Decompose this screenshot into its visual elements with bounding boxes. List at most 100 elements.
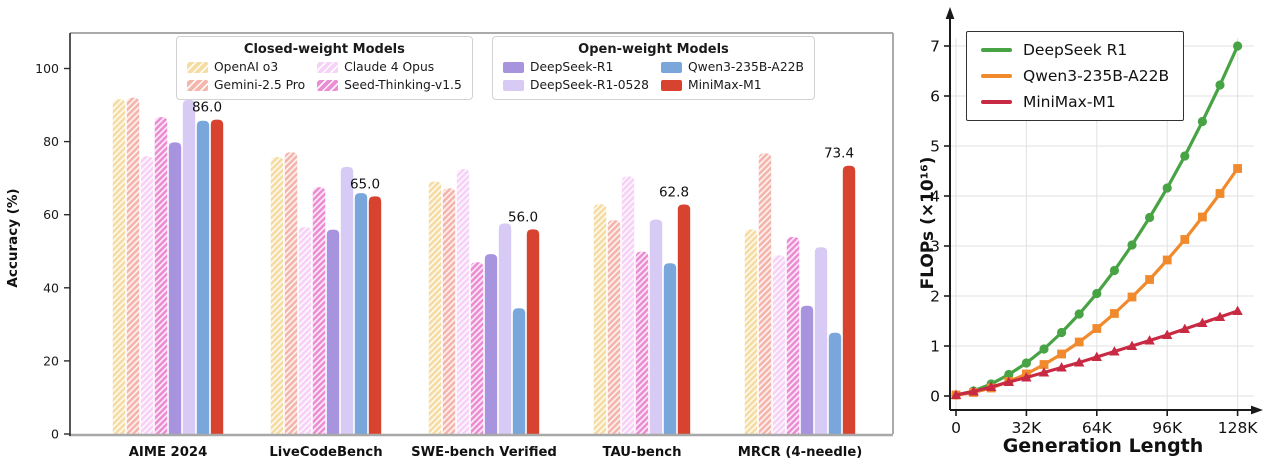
marker-MiniMax-M1-64K <box>1091 351 1102 361</box>
legend-closed-weight: Closed-weight Models OpenAI o3 Gemini-2.5… <box>176 36 473 100</box>
legend-open-weight: Open-weight Models DeepSeek-R1 DeepSeek-R… <box>492 36 815 100</box>
legend-item-DeepSeek-R1-0528: DeepSeek-R1-0528 <box>503 78 649 92</box>
bar-DeepSeek-R1-0528-SWE-bench Verified <box>498 223 512 434</box>
bar-hatch-Claude 4 Opus-MRCR (4-needle) <box>772 255 786 434</box>
legend-line-swatch-DeepSeek R1 <box>981 48 1012 52</box>
bar-Qwen3-235B-A22B-LiveCodeBench <box>354 193 368 434</box>
value-label-LiveCodeBench: 65.0 <box>350 176 380 192</box>
marker-Qwen3-235B-A22B-48K <box>1057 349 1066 359</box>
category-label-AIME 2024: AIME 2024 <box>129 445 208 460</box>
marker-DeepSeek R1-24K <box>1004 369 1014 380</box>
bar-hatch-Seed-Thinking-v1.5-MRCR (4-needle) <box>786 236 800 434</box>
legend-label-DeepSeek-R1: DeepSeek-R1 <box>530 60 614 74</box>
line-ytick-label-0: 0 <box>930 388 940 406</box>
marker-Qwen3-235B-A22B-40K <box>1039 360 1049 369</box>
legend-item-Qwen3-235B-A22B: Qwen3-235B-A22B <box>661 60 804 74</box>
legend-line-swatch-MiniMax-M1 <box>981 100 1012 104</box>
marker-Qwen3-235B-A22B-80K <box>1127 292 1137 302</box>
marker-DeepSeek R1-128K <box>1233 41 1243 51</box>
marker-DeepSeek R1-104K <box>1180 151 1190 161</box>
bar-hatch-Seed-Thinking-v1.5-TAU-bench <box>635 251 649 434</box>
legend-swatch-Qwen3-235B-A22B <box>661 61 682 73</box>
legend-swatch-Claude 4 Opus <box>317 61 339 73</box>
marker-MiniMax-M1-24K <box>1003 376 1014 386</box>
line-ytick-label-5: 5 <box>930 138 940 156</box>
marker-MiniMax-M1-120K <box>1214 311 1226 321</box>
legend-swatch-MiniMax-M1 <box>661 79 682 91</box>
marker-MiniMax-M1-8K <box>968 386 979 396</box>
bar-hatch-Seed-Thinking-v1.5-AIME 2024 <box>154 117 168 434</box>
legend-label-Claude 4 Opus: Claude 4 Opus <box>344 60 435 74</box>
marker-DeepSeek R1-64K <box>1092 288 1102 299</box>
bar-hatch-Gemini-2.5 Pro-AIME 2024 <box>126 97 140 435</box>
legend-label-DeepSeek-R1-0528: DeepSeek-R1-0528 <box>530 78 649 92</box>
bar-ytick-label-20: 20 <box>43 353 59 368</box>
bar-DeepSeek-R1-0528-LiveCodeBench <box>340 166 354 434</box>
bar-hatch-OpenAI o3-SWE-bench Verified <box>428 181 442 434</box>
bar-ytick-label-0: 0 <box>51 427 59 442</box>
legend-swatch-Gemini-2.5 Pro <box>187 79 208 91</box>
value-label-MRCR (4-needle): 73.4 <box>824 146 854 162</box>
bar-Qwen3-235B-A22B-AIME 2024 <box>196 120 210 434</box>
bar-MiniMax-M1-TAU-bench <box>677 204 691 434</box>
bar-hatch-OpenAI o3-MRCR (4-needle) <box>744 229 758 434</box>
bar-hatch-Gemini-2.5 Pro-SWE-bench Verified <box>442 188 456 434</box>
marker-DeepSeek R1-40K <box>1039 344 1049 354</box>
marker-MiniMax-M1-40K <box>1038 367 1050 377</box>
marker-DeepSeek R1-96K <box>1162 183 1172 193</box>
legend-item-DeepSeek R1: DeepSeek R1 <box>981 41 1169 59</box>
line-ylabel: FLOPs (×10¹⁶) <box>920 157 938 290</box>
value-label-SWE-bench Verified: 56.0 <box>508 209 538 225</box>
legend-swatch-DeepSeek-R1-0528 <box>503 79 524 91</box>
value-label-AIME 2024: 86.0 <box>192 100 222 116</box>
legend-label-MiniMax-M1: MiniMax-M1 <box>1023 93 1116 111</box>
series-MiniMax-M1 <box>950 305 1243 399</box>
marker-MiniMax-M1-16K <box>986 381 997 391</box>
bar-hatch-Claude 4 Opus-LiveCodeBench <box>298 227 312 434</box>
bar-DeepSeek-R1-0528-MRCR (4-needle) <box>814 247 828 434</box>
accuracy-bar-chart: 86.0 65.0 56.0 62.8 73.4 AIME 2024 LiveCodeBen… <box>5 32 894 460</box>
bar-ytick-label-100: 100 <box>35 61 59 76</box>
x-axis-arrow <box>1251 405 1263 415</box>
legend-swatch-Seed-Thinking-v1.5 <box>317 79 339 91</box>
marker-MiniMax-M1-128K <box>1232 305 1243 315</box>
line-xtick-label-0: 0 <box>951 419 961 437</box>
bar-DeepSeek-R1-0528-AIME 2024 <box>182 99 196 435</box>
legend-item-Seed-Thinking-v1.5: Seed-Thinking-v1.5 <box>317 78 462 92</box>
legend-swatch-DeepSeek-R1 <box>503 61 524 73</box>
line-ytick-label-4: 4 <box>930 188 940 206</box>
bar-MiniMax-M1-SWE-bench Verified <box>526 229 540 434</box>
line-xtick-label-128K: 128K <box>1218 419 1259 437</box>
legend-item-MiniMax-M1: MiniMax-M1 <box>661 78 804 92</box>
line-xlabel: Generation Length <box>1003 435 1204 457</box>
legend-label-DeepSeek R1: DeepSeek R1 <box>1023 41 1128 59</box>
bar-DeepSeek-R1-0528-TAU-bench <box>649 219 663 434</box>
marker-MiniMax-M1-0K <box>950 389 962 399</box>
marker-Qwen3-235B-A22B-96K <box>1162 255 1172 265</box>
legend-swatch-OpenAI o3 <box>187 61 208 73</box>
flops-line-chart: 0 1 2 3 4 5 6 7 0 32K 64K 96K 128K FLOPs (×10¹⁶) Gen… <box>920 7 1263 457</box>
bar-Qwen3-235B-A22B-TAU-bench <box>663 263 677 434</box>
legend-item-OpenAI o3: OpenAI o3 <box>187 60 305 74</box>
bar-Qwen3-235B-A22B-MRCR (4-needle) <box>828 332 842 434</box>
bar-hatch-Seed-Thinking-v1.5-SWE-bench Verified <box>470 262 484 434</box>
legend-label-OpenAI o3: OpenAI o3 <box>214 60 279 74</box>
bar-hatch-Gemini-2.5 Pro-MRCR (4-needle) <box>758 153 772 434</box>
marker-MiniMax-M1-96K <box>1162 329 1173 339</box>
legend-line-swatch-Qwen3-235B-A22B <box>981 74 1012 78</box>
marker-DeepSeek R1-72K <box>1109 265 1119 276</box>
marker-DeepSeek R1-120K <box>1215 80 1225 90</box>
bar-MiniMax-M1-AIME 2024 <box>210 119 224 435</box>
bar-DeepSeek-R1-AIME 2024 <box>168 142 182 434</box>
legend-item-Gemini-2.5 Pro: Gemini-2.5 Pro <box>187 78 305 92</box>
bar-hatch-OpenAI o3-AIME 2024 <box>112 99 126 435</box>
bar-MiniMax-M1-MRCR (4-needle) <box>842 165 856 434</box>
marker-MiniMax-M1-112K <box>1197 317 1208 327</box>
bar-ytick-label-80: 80 <box>43 134 59 149</box>
marker-DeepSeek R1-48K <box>1057 327 1067 338</box>
legend-item-Claude 4 Opus: Claude 4 Opus <box>317 60 462 74</box>
line-xtick-label-32K: 32K <box>1011 419 1042 437</box>
line-xtick-label-96K: 96K <box>1152 419 1183 437</box>
marker-DeepSeek R1-88K <box>1145 212 1155 223</box>
marker-MiniMax-M1-104K <box>1179 323 1190 333</box>
